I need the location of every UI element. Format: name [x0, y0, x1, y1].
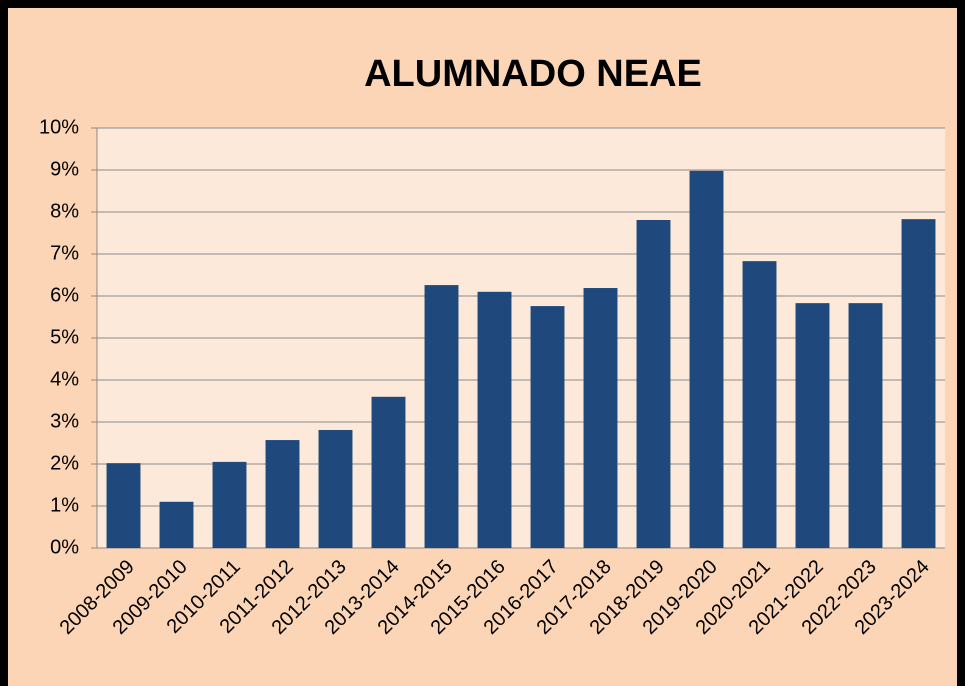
y-tick-label: 2%	[50, 452, 79, 474]
bar	[424, 285, 459, 548]
bar	[371, 396, 406, 548]
bar	[530, 306, 565, 548]
bar	[477, 291, 512, 548]
bar	[106, 463, 141, 548]
bar	[848, 303, 883, 548]
y-tick-label: 6%	[50, 284, 79, 306]
bar	[159, 501, 194, 548]
y-tick-label: 8%	[50, 200, 79, 222]
y-tick-label: 1%	[50, 494, 79, 516]
bar	[795, 303, 830, 548]
bar	[583, 288, 618, 548]
bar	[318, 429, 353, 548]
y-tick-label: 3%	[50, 410, 79, 432]
y-tick-label: 0%	[50, 536, 79, 558]
bar	[212, 461, 247, 548]
y-tick-label: 5%	[50, 326, 79, 348]
bar	[901, 219, 936, 548]
bar	[265, 440, 300, 548]
y-tick-label: 9%	[50, 158, 79, 180]
y-tick-label: 4%	[50, 368, 79, 390]
y-tick-label: 10%	[39, 116, 79, 138]
bar	[689, 170, 724, 548]
chart-title: ALUMNADO NEAE	[364, 53, 702, 95]
y-tick-label: 7%	[50, 242, 79, 264]
bar	[742, 261, 777, 548]
bar	[636, 219, 671, 549]
